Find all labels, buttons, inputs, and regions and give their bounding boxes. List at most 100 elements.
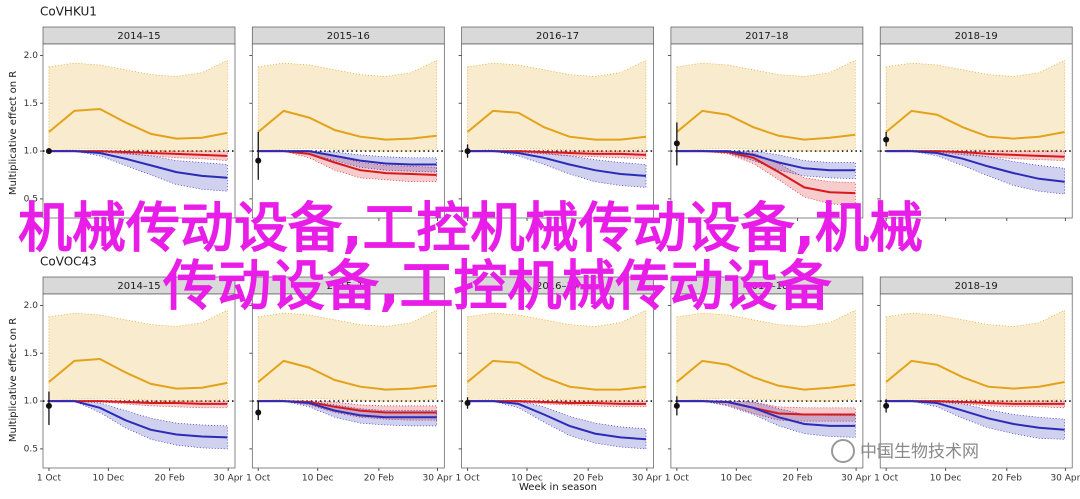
start-point — [255, 409, 262, 416]
plot-panel — [879, 293, 1073, 469]
series-line — [676, 359, 856, 391]
series-line — [48, 357, 228, 390]
source-icon — [831, 439, 855, 463]
x-tick-label: 10 Dec — [511, 474, 543, 484]
confidence-ribbon — [676, 309, 856, 402]
series-line — [885, 359, 1065, 390]
start-point — [883, 402, 890, 409]
confidence-ribbon — [48, 59, 228, 152]
x-tick-label: 1 Oct — [246, 474, 271, 484]
y-axis-title: Multiplicative effect on R — [8, 71, 19, 195]
confidence-ribbon — [257, 309, 438, 402]
start-point — [673, 140, 680, 147]
facet-title: 2017–18 — [745, 281, 788, 292]
confidence-ribbon — [467, 309, 647, 402]
y-tick-label: 2.0 — [24, 301, 39, 311]
series-line — [466, 109, 647, 141]
confidence-ribbon — [885, 59, 1065, 152]
x-tick-label: 10 Dec — [302, 474, 334, 484]
series-line — [467, 400, 647, 441]
x-tick-label: 10 Dec — [720, 474, 752, 484]
x-tick-label: 1 Oct — [455, 474, 480, 484]
watermark: 传动设备,工控机械传动设备 — [162, 255, 833, 318]
confidence-ribbon — [885, 309, 1065, 402]
confidence-ribbon — [676, 400, 856, 438]
start-point — [45, 402, 52, 409]
confidence-ribbon — [467, 59, 647, 152]
facet-title: 2015–16 — [327, 31, 370, 42]
series-line — [257, 109, 437, 141]
plot-panel — [42, 293, 236, 469]
series-line — [258, 150, 437, 166]
y-tick-label: 0.5 — [24, 444, 38, 454]
x-tick-label: 1 Oct — [665, 474, 690, 484]
series-line — [467, 150, 647, 177]
series-line — [676, 400, 856, 427]
row-title: CoVHKU1 — [40, 5, 97, 19]
x-tick-label: 20 Feb — [782, 474, 813, 484]
facet-title: 2018–19 — [955, 31, 998, 42]
series-line — [48, 150, 228, 179]
facet-title: 2014–15 — [117, 281, 160, 292]
y-tick-label: 1.5 — [24, 99, 38, 109]
series-line — [466, 359, 647, 391]
x-axis-title: Week in season — [519, 482, 597, 493]
y-tick-label: 0.5 — [24, 194, 38, 204]
series-line — [48, 400, 228, 405]
facet-title: 2015–16 — [327, 281, 370, 292]
x-tick-label: 20 Feb — [992, 474, 1023, 484]
x-tick-label: 30 Apr — [213, 474, 243, 484]
plot-panel — [879, 43, 1073, 219]
y-tick-label: 1.0 — [24, 147, 39, 157]
x-tick-label: 30 Apr — [841, 474, 871, 484]
facet-title: 2016–17 — [536, 31, 579, 42]
plot-panel — [42, 43, 236, 219]
start-point — [464, 148, 471, 155]
facet-title: 2017–18 — [745, 31, 788, 42]
x-tick-label: 30 Apr — [423, 474, 453, 484]
facet-title: 2014–15 — [117, 31, 160, 42]
series-line — [886, 400, 1065, 431]
panels: 2014–15 0.5 1.0 1.5 2.0 2015–16 2016–17 2017–18… — [24, 26, 1080, 484]
x-tick-label: 1 Oct — [37, 474, 62, 484]
y-axis-title: Multiplicative effect on R — [8, 318, 19, 442]
x-tick-label: 20 Feb — [154, 474, 185, 484]
plot-panel — [251, 43, 445, 219]
y-tick-label: 1.5 — [24, 349, 38, 359]
series-line — [885, 109, 1065, 140]
confidence-ribbon — [48, 309, 228, 402]
series-line — [676, 150, 856, 172]
series-line — [48, 400, 228, 439]
x-tick-label: 20 Feb — [573, 474, 604, 484]
plot-panel — [461, 293, 654, 469]
plot-panel — [251, 293, 445, 469]
series-line — [257, 359, 437, 391]
series-line — [48, 107, 228, 140]
facet-title: 2018–19 — [955, 281, 998, 292]
confidence-ribbon — [676, 59, 856, 152]
start-point — [883, 136, 890, 143]
plot-panel — [461, 43, 654, 219]
series-line — [258, 400, 437, 419]
x-tick-label: 10 Dec — [93, 474, 125, 484]
x-tick-label: 20 Feb — [364, 474, 395, 484]
x-tick-label: 30 Apr — [632, 474, 662, 484]
x-tick-label: 1 Oct — [874, 474, 899, 484]
start-point — [464, 399, 471, 406]
source-label: 中国生物技术网 — [860, 442, 979, 462]
confidence-ribbon — [257, 59, 438, 152]
y-tick-label: 2.0 — [24, 51, 39, 61]
x-tick-label: 10 Dec — [930, 474, 962, 484]
series-line — [676, 109, 856, 141]
facet-title: 2016–17 — [536, 281, 579, 292]
row-title: CoVOC43 — [40, 255, 97, 269]
watermark: 机械传动设备,工控机械传动设备,机械 — [18, 197, 923, 260]
start-point — [255, 157, 262, 164]
confidence-ribbon — [258, 400, 438, 421]
series-line — [886, 150, 1065, 183]
start-point — [45, 148, 52, 155]
x-tick-label: 30 Apr — [1050, 474, 1080, 484]
y-tick-label: 1.0 — [24, 397, 39, 407]
start-point — [673, 402, 680, 409]
